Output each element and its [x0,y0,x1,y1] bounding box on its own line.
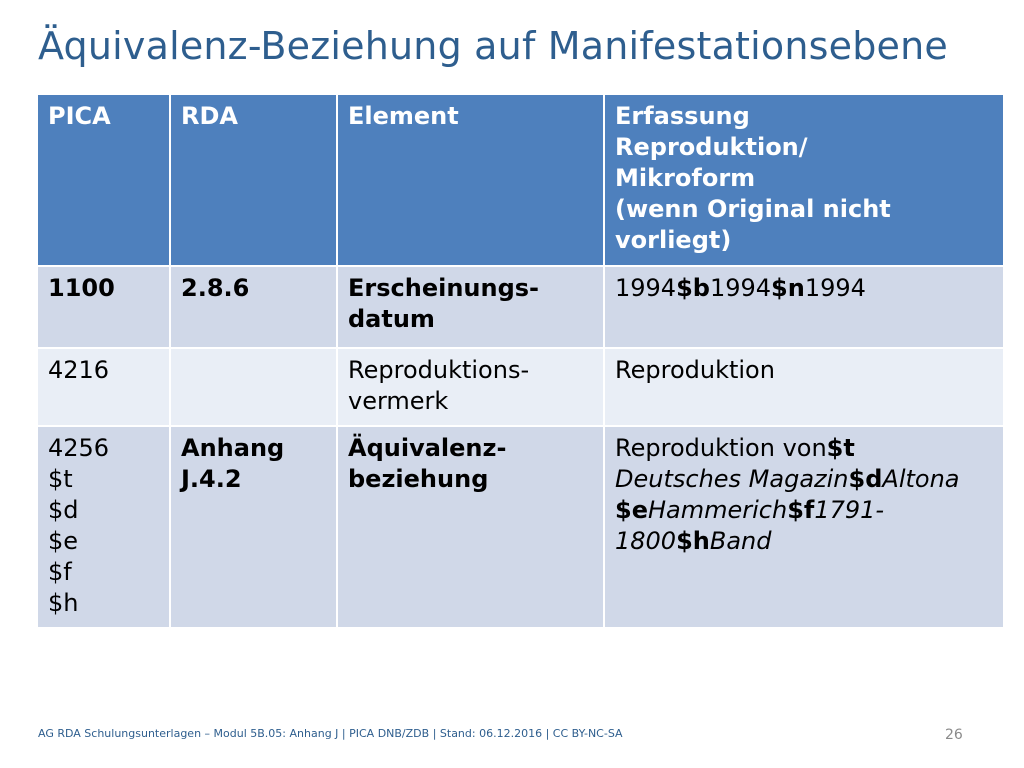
subfield-code: $n [771,274,805,302]
cell-element: Erscheinungs- datum [336,265,605,349]
cell-erfassung: 1994$b1994$n1994 [603,265,1005,349]
erfassung-text: 1994 [615,274,677,302]
table-header-row: PICA RDA Element Erfassung Reproduktion/… [36,93,1005,267]
erfassung-text: 1994 [804,274,866,302]
cell-rda [169,347,338,427]
cell-rda: 2.8.6 [169,265,338,349]
subfield-code: $h [676,527,710,555]
cell-pica: 4216 [36,347,171,427]
cell-rda: Anhang J.4.2 [169,425,338,629]
erfassung-text: Reproduktion [615,356,775,384]
header-erfassung: Erfassung Reproduktion/ Mikroform (wenn … [603,93,1005,267]
header-element: Element [336,93,605,267]
subfield-value: Deutsches Magazin [615,465,849,493]
header-pica: PICA [36,93,171,267]
erfassung-text: 1994 [709,274,772,302]
slide-title: Äquivalenz-Beziehung auf Manifestationse… [38,24,948,68]
subfield-code: $f [787,496,815,524]
cell-erfassung: Reproduktion [603,347,1005,427]
subfield-value: Altona [882,465,960,493]
cell-pica: 4256 $t $d $e $f $h [36,425,171,629]
table-row: 4256 $t $d $e $f $h Anhang J.4.2 Äquival… [36,425,1005,629]
cell-pica: 1100 [36,265,171,349]
mapping-table: PICA RDA Element Erfassung Reproduktion/… [36,93,1005,629]
erfassung-text: Reproduktion von [615,434,827,462]
cell-element: Reproduktions- vermerk [336,347,605,427]
subfield-code: $d [848,465,883,493]
table-row: 4216 Reproduktions- vermerk Reproduktion [36,347,1005,427]
cell-element: Äquivalenz- beziehung [336,425,605,629]
table-row: 1100 2.8.6 Erscheinungs- datum 1994$b199… [36,265,1005,349]
subfield-code: $t [826,434,855,462]
subfield-code: $e [615,496,648,524]
subfield-code: $b [676,274,710,302]
subfield-value: Hammerich [647,496,788,524]
header-rda: RDA [169,93,338,267]
subfield-value: Band [709,527,772,555]
page-number: 26 [945,727,963,743]
subfield-value: 1791- 1800 [615,496,885,555]
cell-erfassung: Reproduktion von$t Deutsches Magazin$dAlt… [603,425,1005,629]
slide-footer: AG RDA Schulungsunterlagen – Modul 5B.05… [38,727,623,740]
